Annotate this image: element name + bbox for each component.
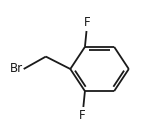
Text: Br: Br bbox=[10, 63, 23, 75]
Text: F: F bbox=[79, 109, 86, 122]
Text: F: F bbox=[84, 16, 91, 29]
